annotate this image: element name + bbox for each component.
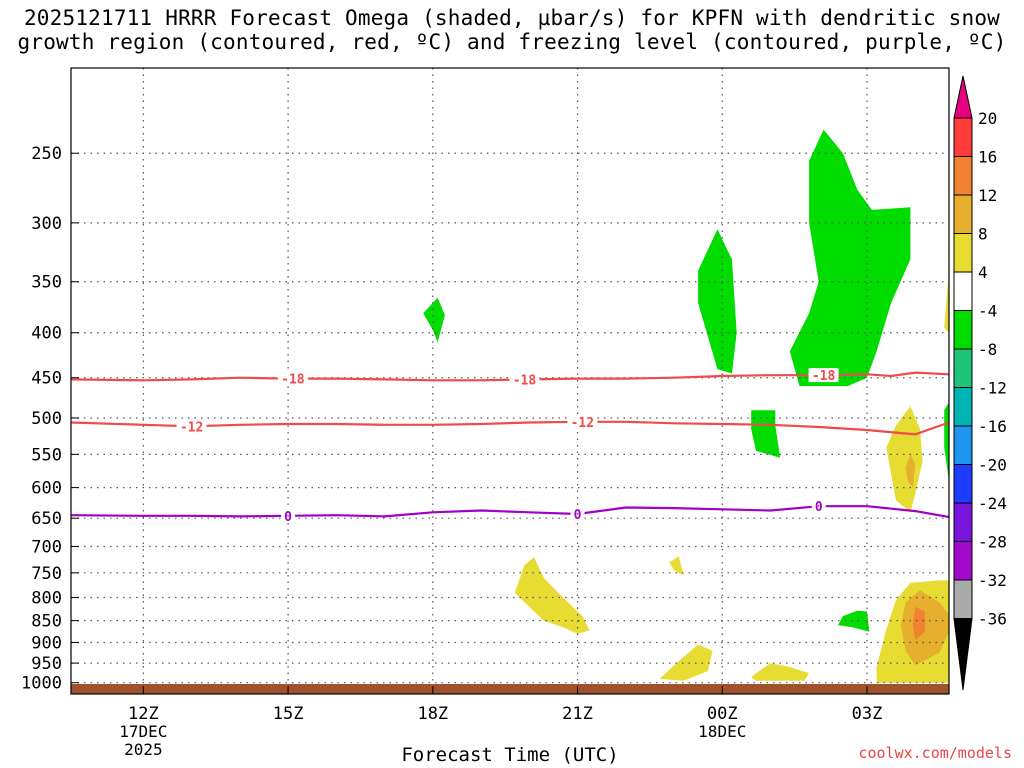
x-tick-label-18Z: 18Z [417, 704, 448, 724]
colorbar-swatch-8 [953, 425, 973, 465]
colorbar-label-6: -8 [978, 340, 997, 359]
y-tick-label-400: 400 [31, 324, 62, 344]
contour-label-1-1: -12 [571, 416, 594, 431]
omega-region-11 [698, 229, 737, 374]
colorbar-swatch-5 [953, 310, 973, 350]
colorbar-swatch-3 [953, 233, 973, 273]
omega-region-0 [514, 557, 590, 634]
x-axis-title: Forecast Time (UTC) [401, 744, 619, 766]
contour-label-bg-2-0 [281, 508, 296, 523]
colorbar-swatch-9 [953, 464, 973, 504]
contour-label-2-2: 0 [815, 500, 823, 515]
colorbar-swatch-6 [953, 348, 973, 388]
colorbar-label-10: -24 [978, 494, 1007, 513]
colorbar-swatch-10 [953, 502, 973, 542]
y-tick-label-650: 650 [31, 509, 62, 529]
contour-label-bg-1-1 [567, 414, 598, 429]
x-tick-label-00Z: 00Z [707, 704, 738, 724]
colorbar-label-8: -16 [978, 417, 1007, 436]
omega-region-2 [669, 556, 684, 576]
colorbar-label-2: 12 [978, 186, 997, 205]
colorbar-swatch-7 [953, 387, 973, 427]
colorbar-swatch-4 [953, 271, 973, 311]
colorbar-label-7: -12 [978, 379, 1007, 398]
colorbar-label-5: -4 [978, 302, 997, 321]
omega-region-3 [751, 663, 810, 681]
y-tick-label-800: 800 [31, 588, 62, 608]
omega-region-14 [838, 610, 870, 632]
omega-region-5 [944, 270, 949, 333]
y-tick-label-300: 300 [31, 214, 62, 234]
colorbar-swatch-1 [953, 156, 973, 196]
contour-label-bg-0-2 [808, 368, 839, 383]
contour-label-0-0: -18 [281, 373, 305, 388]
omega-region-9 [912, 606, 925, 641]
y-axis: 2503003504004505005506006507007508008509… [21, 144, 79, 694]
omega-region-8 [905, 454, 916, 488]
x-tick-date-00Z: 18DEC [698, 722, 746, 741]
y-tick-label-500: 500 [31, 409, 62, 429]
contour-label-2-0: 0 [284, 510, 292, 525]
y-tick-label-1000: 1000 [21, 674, 62, 694]
y-tick-label-450: 450 [31, 369, 62, 389]
omega-region-4 [886, 406, 923, 513]
y-tick-label-750: 750 [31, 564, 62, 584]
omega-shading-layer [423, 129, 949, 683]
contour-label-bg-0-1 [509, 372, 540, 387]
x-tick-label-12Z: 12Z [128, 704, 159, 724]
y-tick-label-250: 250 [31, 144, 62, 164]
colorbar: 20 16 12 8 4 -4 -8 -12 -16 -20 -24 -28 -32 -36 [953, 75, 1007, 691]
source-credit: coolwx.com/models [858, 744, 1012, 762]
contour-label-0-1: -18 [513, 374, 537, 389]
x-tick-label-15Z: 15Z [273, 704, 304, 724]
y-tick-label-700: 700 [31, 537, 62, 557]
colorbar-label-9: -20 [978, 456, 1007, 475]
colorbar-swatch-2 [953, 194, 973, 234]
contour-label-bg-2-1 [570, 507, 585, 522]
colorbar-bottom-arrow [953, 618, 973, 691]
x-tick-date-12Z: 17DEC [119, 722, 167, 741]
plot-frame [70, 67, 950, 695]
omega-region-12 [751, 410, 781, 458]
chart-title-line-1: 2025121711 HRRR Forecast Omega (shaded, … [23, 6, 1001, 30]
colorbar-label-11: -28 [978, 533, 1007, 552]
colorbar-swatch-11 [953, 541, 973, 581]
colorbar-label-3: 8 [978, 225, 988, 244]
omega-region-10 [423, 297, 445, 343]
colorbar-top-arrow [953, 75, 973, 119]
contour-label-bg-0-0 [277, 371, 308, 386]
contour-label-bg-1-0 [176, 419, 207, 434]
y-tick-label-350: 350 [31, 273, 62, 293]
y-tick-label-850: 850 [31, 612, 62, 632]
colorbar-label-13: -36 [978, 610, 1007, 629]
contour-layer: -18 -18 -18 -12 -12 0 0 0 [71, 368, 949, 525]
y-tick-label-900: 900 [31, 633, 62, 653]
y-tick-label-600: 600 [31, 479, 62, 499]
colorbar-swatch-0 [953, 117, 973, 157]
colorbar-label-4: 4 [978, 263, 988, 282]
x-tick-label-21Z: 21Z [562, 704, 593, 724]
contour-line-0 [71, 371, 949, 382]
y-tick-label-550: 550 [31, 445, 62, 465]
colorbar-label-1: 16 [978, 148, 997, 167]
y-tick-label-950: 950 [31, 654, 62, 674]
x-tick-year-12Z: 2025 [124, 740, 163, 759]
x-tick-label-03Z: 03Z [852, 704, 883, 724]
colorbar-label-12: -32 [978, 571, 1007, 590]
chart-title-line-2: growth region (contoured, red, ºC) and f… [17, 30, 1007, 54]
contour-label-2-1: 0 [574, 508, 582, 523]
omega-region-1 [659, 644, 713, 681]
contour-label-0-2: -18 [812, 369, 836, 384]
contour-label-bg-2-2 [811, 499, 826, 514]
colorbar-label-0: 20 [978, 109, 997, 128]
contour-line-1 [71, 420, 949, 436]
chart-title: 2025121711 HRRR Forecast Omega (shaded, … [0, 6, 1024, 54]
omega-region-13 [789, 129, 911, 387]
colorbar-swatch-12 [953, 579, 973, 619]
terrain-ground [71, 684, 949, 694]
contour-label-1-0: -12 [180, 420, 203, 435]
